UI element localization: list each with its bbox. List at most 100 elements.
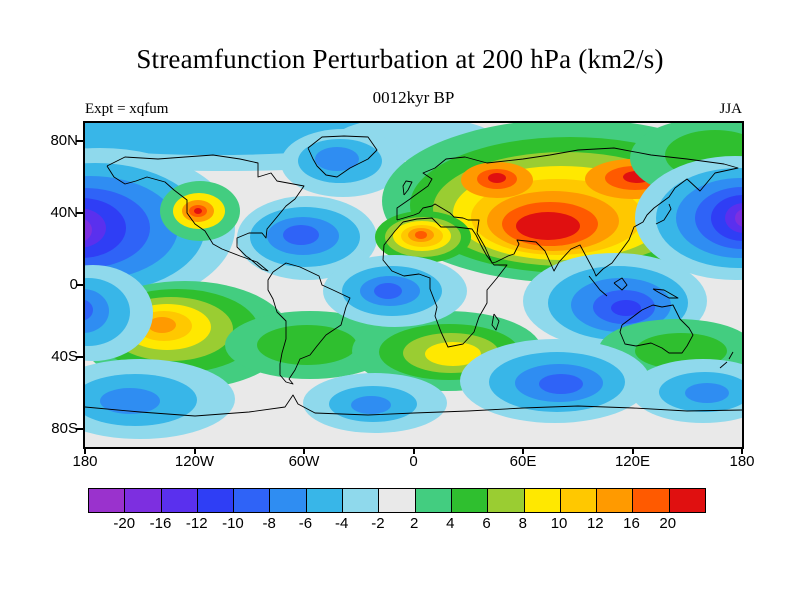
coastline — [613, 277, 628, 291]
anomaly-bottom-center-cyan — [351, 396, 391, 414]
anomaly-north-pacific-negative-east — [735, 209, 742, 227]
coastline — [382, 217, 508, 348]
map-plot-frame — [83, 121, 744, 449]
colorbar-tick-label: -10 — [222, 515, 244, 532]
y-tick-mark — [76, 428, 83, 430]
anomaly-bottom-right-cyan — [685, 383, 729, 403]
x-tick-mark — [412, 447, 415, 454]
anomaly-north-africa-positive — [415, 231, 427, 239]
y-tick-label: 80S — [51, 420, 78, 437]
colorbar-tick-label: 20 — [659, 515, 677, 532]
x-tick-label: 180 — [729, 453, 755, 470]
anomaly-maritime-negative — [611, 300, 641, 316]
anomaly-greenland-negative — [315, 147, 359, 171]
colorbar-tick-label: 10 — [550, 515, 568, 532]
x-tick-mark — [84, 447, 86, 454]
y-tick-label: 40S — [51, 348, 78, 365]
coastline — [588, 275, 608, 297]
colorbar-segment — [270, 489, 307, 512]
coastline — [619, 304, 694, 354]
colorbar-tick-label: -2 — [371, 515, 385, 532]
coastline — [267, 262, 351, 385]
colorbar-segment — [89, 489, 126, 512]
contour-map — [85, 123, 742, 447]
coastline — [396, 147, 739, 277]
x-tick-label: 180 — [72, 453, 98, 470]
colorbar-segment — [306, 489, 344, 512]
colorbar-tick-label: 6 — [482, 515, 491, 532]
colorbar-tick-label: 8 — [518, 515, 527, 532]
anomaly-north-america-bullseye — [194, 208, 202, 214]
anomaly-north-pacific-negative-east — [725, 203, 742, 233]
y-tick-label: 0 — [69, 276, 78, 293]
colorbar-segment — [488, 489, 525, 512]
anomaly-north-pacific-negative-west — [85, 208, 106, 248]
x-tick-label: 0 — [409, 453, 418, 470]
anomaly-equatorial-atlantic-negative — [374, 283, 402, 299]
y-tick-mark — [76, 284, 83, 286]
y-tick-mark — [76, 140, 83, 142]
colorbar-segment — [597, 489, 634, 512]
x-tick-mark — [303, 447, 305, 454]
colorbar-tick-label: 2 — [409, 515, 419, 532]
x-tick-mark — [741, 447, 743, 454]
coastline — [728, 351, 734, 360]
colorbar-tick-label: 4 — [446, 515, 455, 532]
y-tick-mark — [76, 212, 83, 214]
y-tick-mark — [76, 356, 83, 358]
coastline — [106, 154, 305, 272]
y-tick-label: 80N — [50, 132, 78, 149]
coastline — [719, 361, 728, 369]
anomaly-atlantic-negative — [283, 225, 319, 245]
coastline — [491, 313, 500, 331]
anomaly-south-pacific-positive — [148, 317, 176, 333]
x-tick-label: 120W — [174, 453, 215, 470]
colorbar-tick-label: -16 — [149, 515, 172, 532]
anomaly-eurasia-positive — [516, 212, 580, 240]
colorbar-segment — [560, 489, 598, 512]
colorbar-tick-label: -8 — [262, 515, 276, 532]
anomaly-equatorial-pacific-negative-west — [85, 289, 109, 333]
anomaly-south-indian-negative — [539, 374, 583, 394]
coastline — [655, 203, 672, 225]
colorbar-segment — [415, 489, 452, 512]
colorbar-segment — [524, 489, 561, 512]
anomaly-equatorial-pacific-negative-west — [85, 299, 93, 321]
x-tick-label: 60W — [288, 453, 320, 470]
anomaly-south-africa-positive — [425, 342, 481, 366]
season-label: JJA — [719, 101, 742, 117]
y-tick-label: 40N — [50, 204, 78, 221]
colorbar-segment — [379, 489, 416, 512]
colorbar-segment — [234, 489, 271, 512]
anomaly-north-pacific-negative-west — [85, 219, 92, 241]
colorbar-segment — [125, 489, 162, 512]
colorbar-tick-label: -6 — [298, 515, 313, 532]
coastline — [85, 394, 742, 417]
anomaly-eurasia-nw-core — [488, 173, 506, 183]
colorbar-tick-label: 12 — [586, 515, 604, 532]
x-tick-mark — [631, 447, 634, 454]
colorbar — [88, 488, 706, 513]
anomaly-bottom-left-cyan — [100, 388, 160, 414]
colorbar-segment — [197, 489, 235, 512]
coastline — [652, 288, 679, 299]
colorbar-tick-label: -4 — [334, 515, 349, 532]
colorbar-segment — [451, 489, 489, 512]
colorbar-tick-label: -12 — [185, 515, 208, 532]
coastline — [307, 135, 378, 178]
colorbar-segment — [669, 489, 706, 512]
chart-title: Streamfunction Perturbation at 200 hPa (… — [136, 44, 664, 74]
x-tick-label: 60E — [509, 453, 537, 470]
x-tick-label: 120E — [614, 453, 651, 470]
chart-subtitle: 0012kyr BP — [372, 88, 455, 107]
x-tick-mark — [193, 447, 196, 454]
experiment-label: Expt = xqfum — [85, 101, 169, 117]
x-tick-mark — [522, 447, 524, 454]
anomaly-south-america-green — [257, 325, 357, 365]
colorbar-segment — [633, 489, 670, 512]
colorbar-segment — [343, 489, 380, 512]
colorbar-tick-label: -20 — [113, 515, 136, 532]
coastline — [402, 180, 413, 196]
colorbar-tick-label: 16 — [623, 515, 640, 532]
